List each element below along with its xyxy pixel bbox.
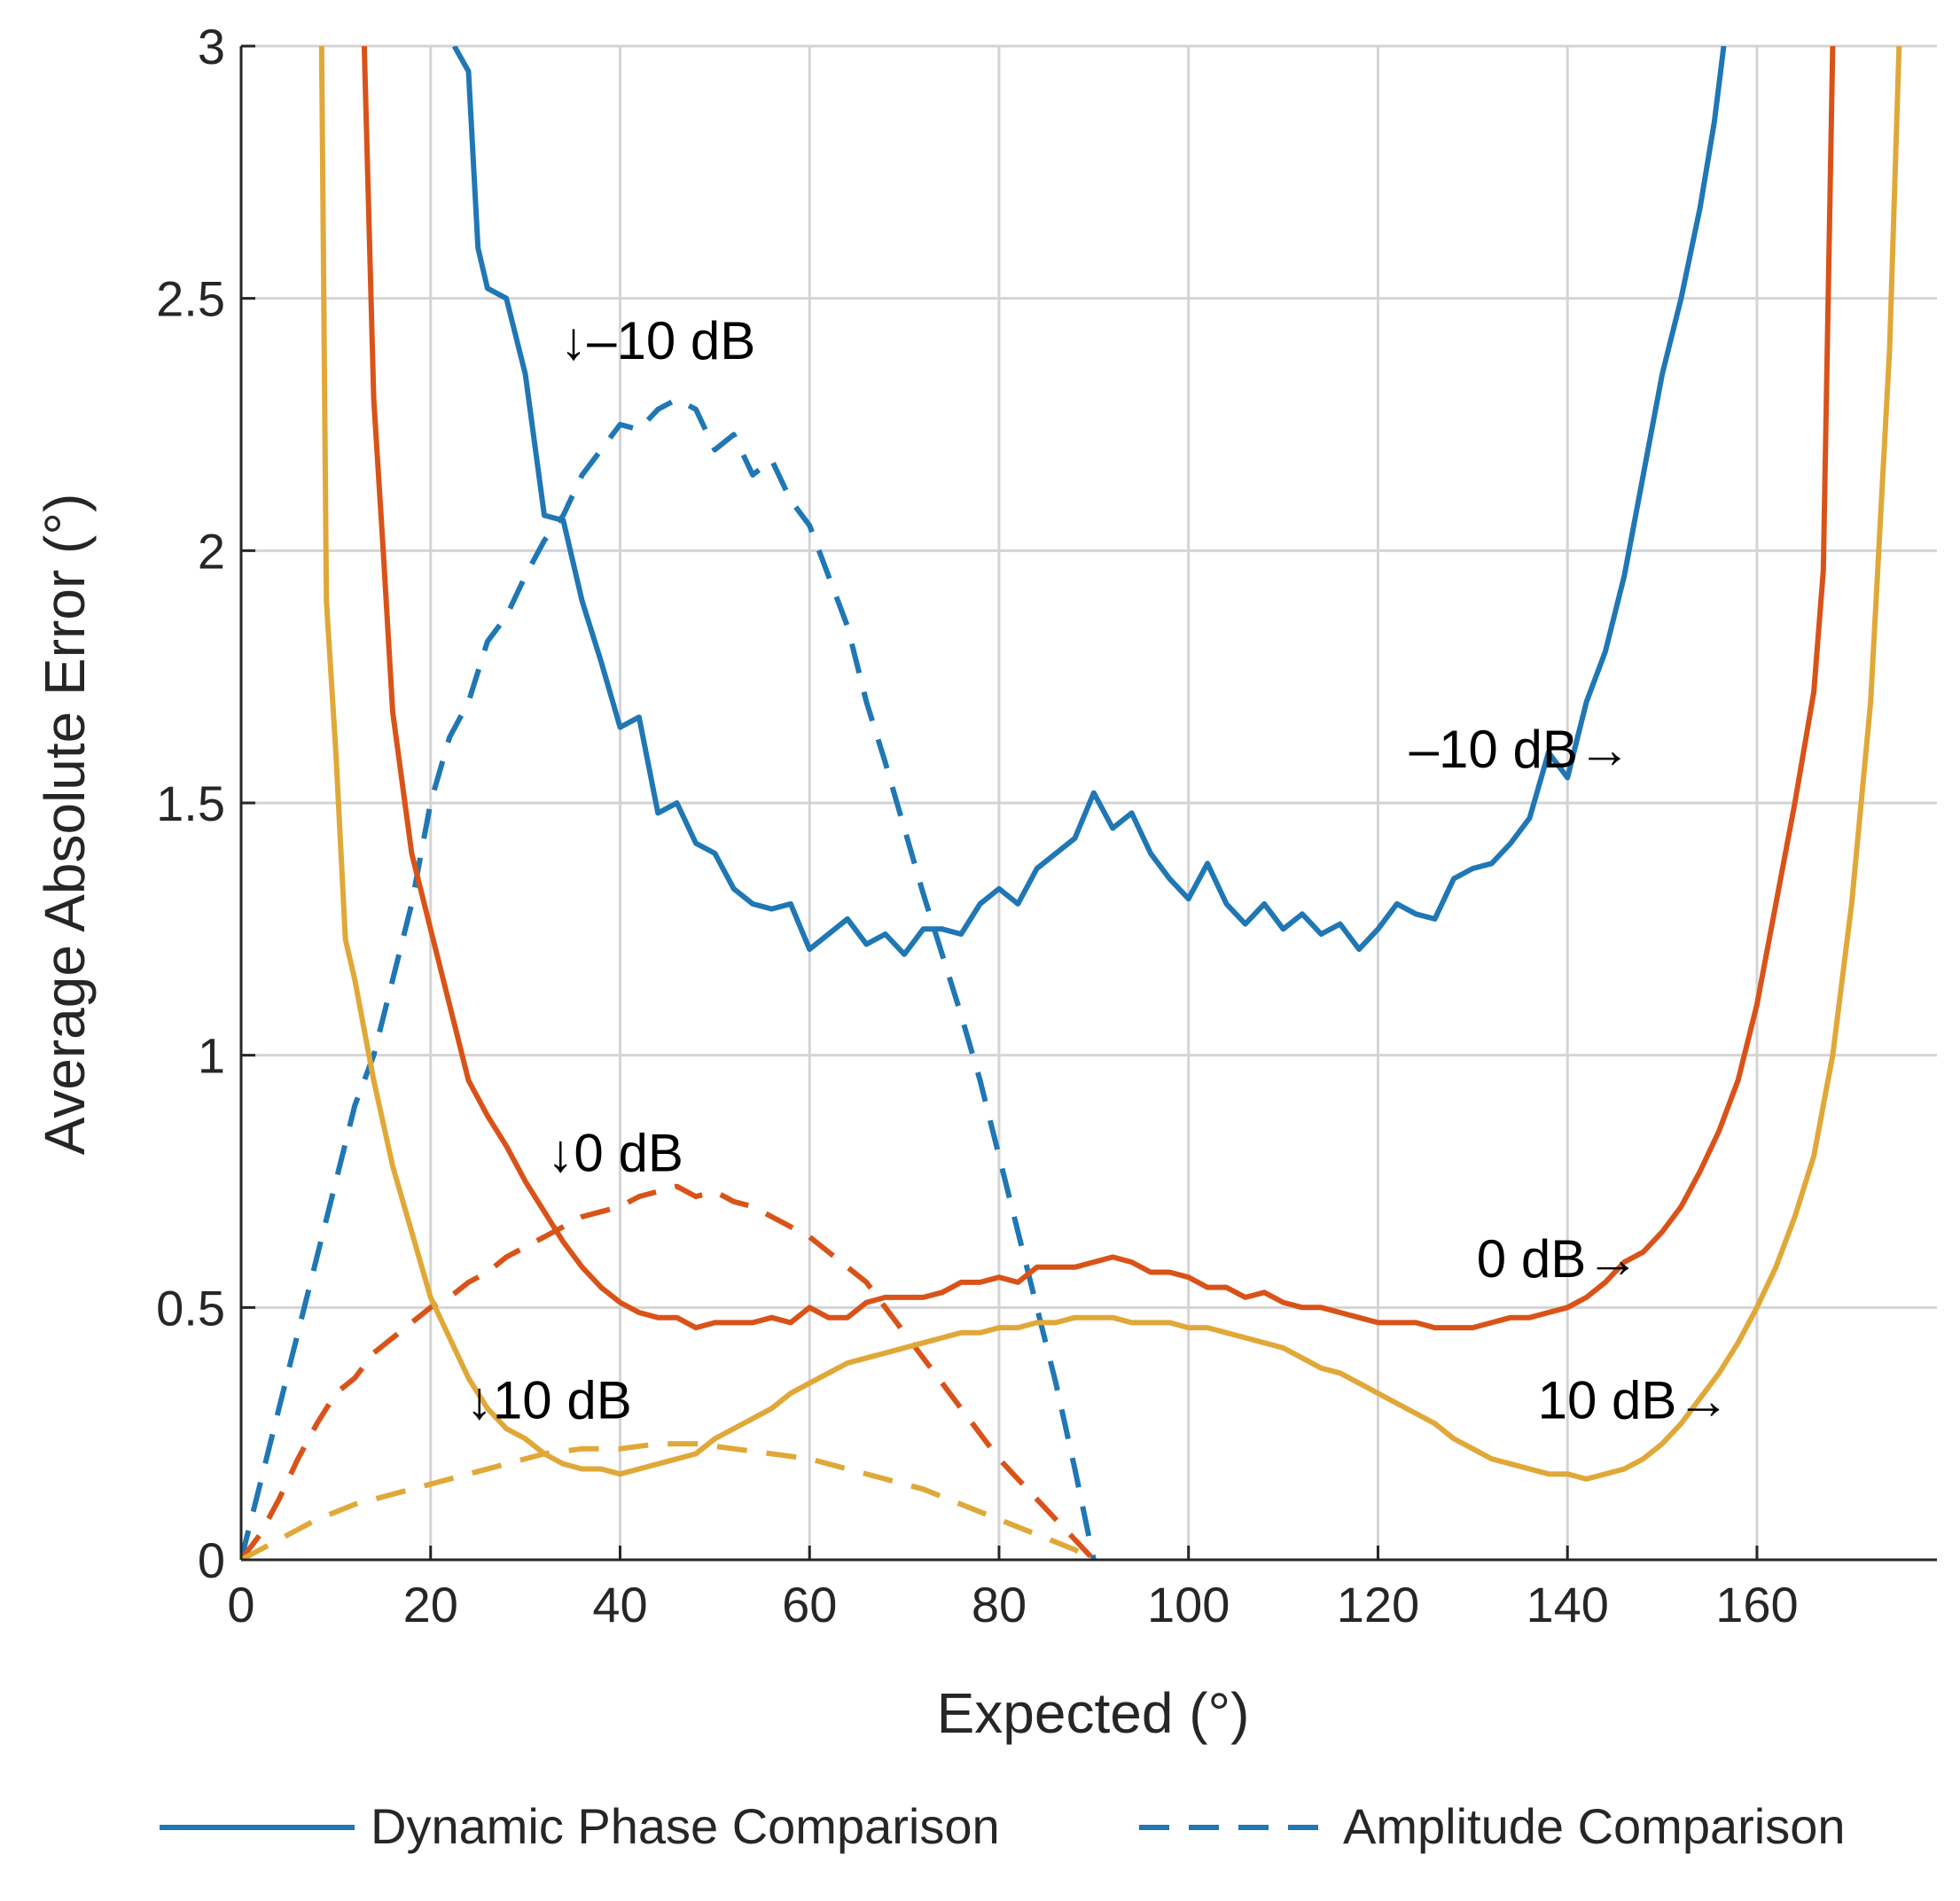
legend: Dynamic Phase Comparison Amplitude Compar… (160, 1798, 1845, 1854)
annotation-1: –10 dB→ (1409, 720, 1631, 779)
annotations: ↓–10 dB –10 dB→ ↓0 dB 0 dB→ ↓10 dB 10 dB→ (466, 311, 1730, 1430)
series-line-0 (451, 46, 1727, 957)
legend-label-0: Dynamic Phase Comparison (371, 1798, 1000, 1854)
y-tick-label-0: 0 (198, 1532, 225, 1588)
axes (239, 44, 1937, 1562)
x-tick-label-40: 40 (592, 1577, 647, 1632)
annotation-5: 10 dB→ (1538, 1371, 1730, 1430)
legend-label-1: Amplitude Comparison (1343, 1798, 1845, 1854)
annotation-4: ↓10 dB (466, 1371, 632, 1430)
y-tick-label-1.5: 1.5 (156, 775, 225, 831)
annotation-2: ↓0 dB (547, 1124, 683, 1183)
x-tick-label-120: 120 (1337, 1577, 1419, 1632)
y-axis-label: Average Absolute Error (°) (33, 494, 97, 1156)
y-tick-label-0.5: 0.5 (156, 1280, 225, 1336)
x-tick-label-0: 0 (227, 1577, 254, 1632)
series-line-3 (241, 1183, 1096, 1560)
annotation-0: ↓–10 dB (560, 311, 755, 370)
annotation-3: 0 dB→ (1477, 1229, 1639, 1289)
series-line-2 (361, 46, 1836, 1331)
series-line-1 (241, 396, 1097, 1560)
y-tick-label-2.5: 2.5 (156, 271, 225, 327)
x-tick-label-80: 80 (972, 1577, 1027, 1632)
y-tick-label-2: 2 (198, 523, 225, 579)
x-tick-label-160: 160 (1715, 1577, 1798, 1632)
tick-labels: 0 20 40 60 80 100 120 140 160 0 0.5 1 1.5 2 2.5 3 (156, 19, 1799, 1632)
series-layer (241, 46, 1902, 1560)
y-tick-label-3: 3 (198, 19, 225, 74)
series-line-5 (241, 1441, 1096, 1560)
y-tick-label-1: 1 (198, 1028, 225, 1084)
x-tick-label-100: 100 (1147, 1577, 1230, 1632)
x-tick-label-140: 140 (1526, 1577, 1608, 1632)
series-line-4 (318, 46, 1902, 1482)
x-tick-label-60: 60 (782, 1577, 837, 1632)
x-tick-label-20: 20 (403, 1577, 458, 1632)
x-axis-label: Expected (°) (937, 1681, 1250, 1745)
